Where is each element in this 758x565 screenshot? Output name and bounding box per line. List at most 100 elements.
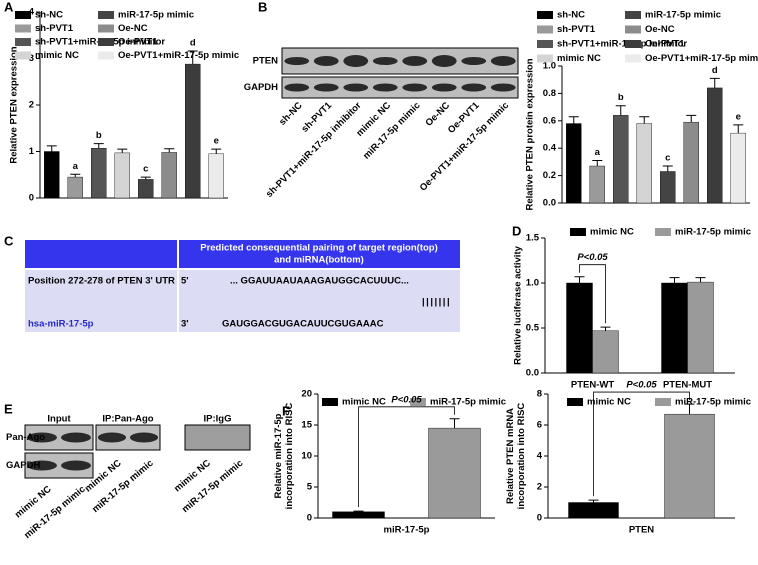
blot-band [61, 432, 91, 443]
bar [730, 132, 746, 204]
legend-label: miR-17-5p mimic [675, 397, 751, 408]
blot-band [372, 83, 398, 92]
y-tick-label: 1.5 [526, 233, 540, 244]
bar [44, 151, 60, 199]
blot-strip [184, 424, 251, 451]
y-tick-label: 0.4 [543, 143, 557, 154]
error-bar [600, 326, 611, 331]
bar [660, 171, 676, 204]
annotation: b [96, 130, 102, 141]
legend-label: miR-17-5p mimic [118, 10, 194, 21]
legend-label: mimic NC [587, 397, 631, 408]
legend-swatch [537, 11, 553, 19]
blot-band [490, 56, 516, 66]
blot-band [490, 83, 516, 92]
bar [568, 502, 619, 519]
lane-label: sh-NC [277, 100, 305, 128]
error-bar [574, 276, 585, 283]
legend-swatch [625, 25, 641, 34]
y-tick-label: 0.8 [543, 88, 556, 99]
legend-swatch [410, 398, 426, 406]
table-cell: hsa-miR-17-5p [28, 319, 94, 330]
table-cell: Position 272-278 of PTEN 3' UTR [28, 276, 175, 287]
annotation: d [712, 65, 718, 76]
y-tick-label: 0.6 [543, 115, 556, 126]
y-tick-label: 2 [537, 482, 542, 493]
bar [592, 330, 619, 374]
bar [91, 148, 107, 199]
legend-label: miR-17-5p mimic [645, 10, 721, 21]
legend-label: Oe-PVT1+miR-17-5p mimic [645, 53, 758, 64]
legend-label: mimic NC [35, 50, 79, 61]
legend-swatch [15, 51, 31, 60]
blot-band [284, 83, 310, 92]
bar [185, 63, 201, 199]
error-bar [211, 148, 222, 154]
error-bar [164, 148, 175, 153]
legend-label: mimic NC [342, 397, 386, 408]
blot-band [313, 56, 339, 66]
significance-label: P<0.05 [391, 394, 422, 405]
table-cell: ... GGAUUAAUAAAGAUGGCACUUUC... [230, 276, 409, 287]
blot-strip [281, 76, 519, 99]
table-cell: 3' [181, 319, 189, 330]
blot-group-label: IP:Pan-Ago [102, 414, 153, 425]
error-bar [93, 143, 104, 149]
y-tick-label: 4 [537, 451, 543, 462]
error-bar [662, 165, 673, 172]
error-bar [588, 499, 599, 503]
y-axis-label: Relative PTEN mRNA [505, 408, 516, 504]
legend-swatch [15, 24, 31, 33]
error-bar [709, 77, 720, 88]
blot-group-label: IP:IgG [204, 414, 232, 425]
y-tick-label: 1 [29, 146, 35, 157]
y-axis-label: incorporation into RISC [284, 403, 295, 510]
legend-swatch [537, 40, 553, 48]
annotation: e [214, 136, 219, 147]
table-body [25, 270, 460, 332]
blot-row-label: GAPDH [244, 82, 278, 93]
lane-label: miR-17-5p mimic [180, 458, 245, 515]
error-bar [449, 418, 460, 429]
blot-band [431, 83, 457, 92]
blot-band [97, 432, 127, 443]
blot-band [129, 432, 159, 443]
blot-band [402, 56, 428, 66]
panel-label: E [4, 401, 13, 416]
y-tick-label: 0 [537, 513, 542, 524]
bar [589, 165, 605, 204]
error-bar [187, 50, 198, 65]
blot-band [461, 83, 487, 92]
table-header-text: and miRNA(bottom) [274, 255, 364, 266]
y-axis-label: Relative PTEN protein expression [525, 58, 536, 210]
legend-label: Oe-NC [118, 23, 148, 34]
legend-label: mimic NC [557, 53, 601, 64]
bar [636, 123, 652, 204]
y-axis-label: Relative PTEN expression [9, 46, 20, 163]
legend-label: sh-PVT1 [557, 24, 596, 35]
x-tick-label: PTEN-MUT [663, 380, 712, 391]
error-bar [568, 116, 579, 124]
legend-label: miR-17-5p mimic [675, 227, 751, 238]
annotation: c [665, 153, 670, 164]
legend-label: sh-NC [35, 10, 63, 21]
error-bar [70, 173, 81, 178]
significance-label: P<0.05 [626, 380, 657, 391]
y-tick-label: 1.0 [543, 61, 556, 72]
blot-row-label: GAPDH [6, 460, 40, 471]
legend-swatch [655, 228, 671, 236]
annotation: b [618, 92, 624, 103]
panel-label: F [282, 403, 290, 418]
panel-label: C [4, 233, 14, 248]
lane-label: miR-17-5p mimic [361, 100, 423, 162]
y-tick-label: 0.0 [543, 198, 556, 209]
y-tick-label: 10 [301, 451, 312, 462]
bar [566, 282, 593, 374]
legend-label: sh-NC [557, 10, 585, 21]
legend-swatch [322, 398, 338, 406]
table-cell: GAUGGACGUGACAUUCGUGAAAC [222, 319, 384, 330]
error-bar [592, 160, 603, 167]
blot-band [372, 57, 398, 65]
legend-label: mimic NC [590, 227, 634, 238]
